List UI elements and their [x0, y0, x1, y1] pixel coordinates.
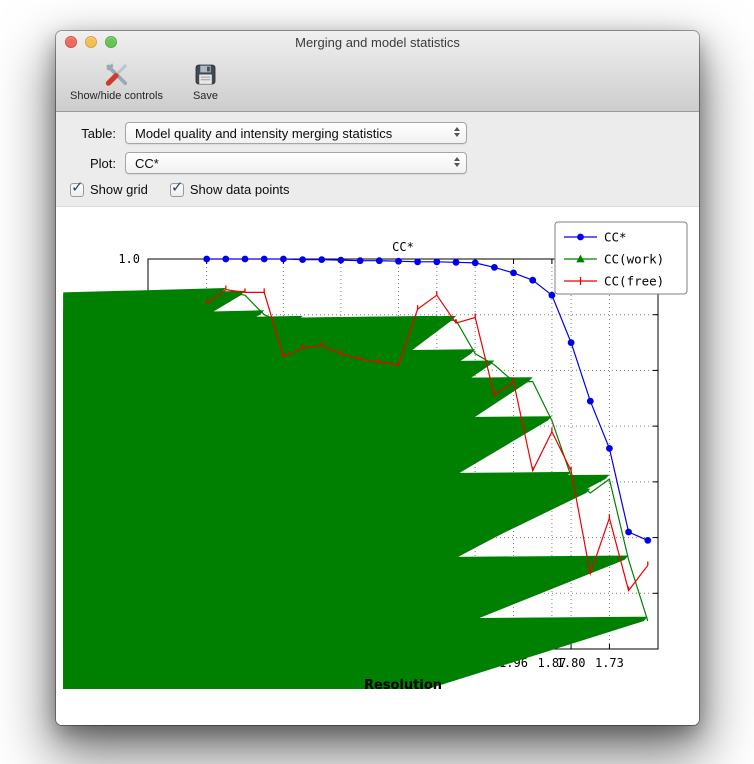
svg-text:Resolution: Resolution: [363, 678, 441, 689]
checkbox-label: Show grid: [90, 182, 148, 197]
plot-panel: 0.30.40.50.60.70.80.91.04.613.202.702.41…: [56, 207, 699, 725]
window-controls: [65, 36, 117, 48]
titlebar: Merging and model statistics: [56, 31, 699, 53]
plot-select-value: CC*: [135, 155, 159, 171]
svg-text:CC(free): CC(free): [604, 274, 664, 289]
table-select[interactable]: Model quality and intensity merging stat…: [125, 122, 467, 144]
tools-icon: [103, 59, 129, 89]
close-button[interactable]: [65, 36, 77, 48]
checkmark-icon: [71, 180, 84, 195]
app-window: Merging and model statistics Show/hide c…: [56, 31, 699, 725]
window-header: Merging and model statistics Show/hide c…: [56, 31, 699, 112]
table-row: Table: Model quality and intensity mergi…: [70, 122, 699, 144]
checkmark-icon: [171, 180, 184, 195]
toolbar: Show/hide controls Save: [56, 53, 699, 111]
save-button[interactable]: Save: [189, 58, 222, 103]
plot-select[interactable]: CC*: [125, 152, 467, 174]
checkbox-box: [70, 180, 84, 197]
show-data-points-checkbox[interactable]: Show data points: [169, 180, 290, 197]
show-hide-controls-button[interactable]: Show/hide controls: [66, 58, 167, 103]
svg-text:CC*: CC*: [604, 230, 627, 245]
window-title: Merging and model statistics: [295, 35, 460, 50]
show-grid-checkbox[interactable]: Show grid: [70, 182, 148, 197]
popup-arrows-icon: [454, 157, 460, 167]
checkbox-row: Show grid Show data points: [70, 182, 699, 197]
svg-text:1.73: 1.73: [594, 656, 623, 670]
zoom-button[interactable]: [105, 36, 117, 48]
minimize-button[interactable]: [85, 36, 97, 48]
svg-text:1.87: 1.87: [537, 656, 566, 670]
svg-text:CC*: CC*: [392, 240, 414, 254]
toolbar-item-label: Save: [192, 90, 219, 102]
table-label: Table:: [81, 125, 116, 141]
plot-row: Plot: CC*: [70, 152, 699, 174]
popup-arrows-icon: [454, 127, 460, 137]
controls-panel: Table: Model quality and intensity mergi…: [56, 112, 699, 207]
table-select-value: Model quality and intensity merging stat…: [135, 125, 393, 141]
svg-text:CC(work): CC(work): [604, 252, 664, 267]
checkbox-label: Show data points: [189, 182, 290, 197]
svg-text:1.80: 1.80: [556, 656, 585, 670]
toolbar-item-label: Show/hide controls: [70, 90, 163, 102]
checkbox-box: [169, 180, 184, 197]
plot-label: Plot:: [89, 155, 116, 171]
chart-svg: 0.30.40.50.60.70.80.91.04.613.202.702.41…: [62, 221, 687, 689]
svg-text:1.0: 1.0: [118, 252, 140, 266]
floppy-disk-icon: [194, 59, 217, 89]
